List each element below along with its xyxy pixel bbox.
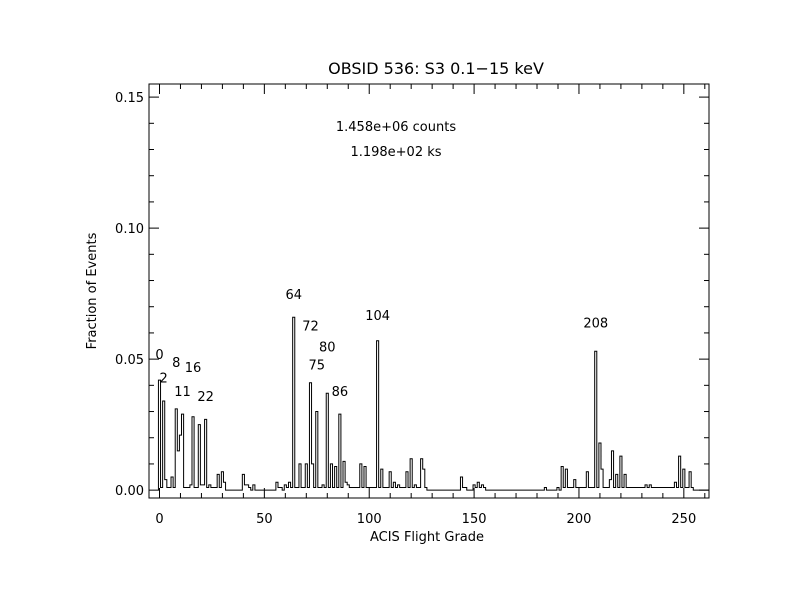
counts-text: 1.458e+06 counts — [336, 120, 456, 135]
info-text-group: 1.458e+06 counts 1.198e+02 ks — [336, 120, 456, 160]
grade-label-8: 8 — [172, 356, 180, 371]
grade-label-75: 75 — [309, 359, 326, 374]
x-tick-label: 150 — [462, 512, 487, 527]
x-tick-label: 50 — [256, 512, 273, 527]
grade-label-22: 22 — [197, 390, 214, 405]
plot-frame — [148, 83, 710, 499]
y-tick-label: 0.05 — [115, 353, 144, 368]
chart-title: OBSID 536: S3 0.1−15 keV — [328, 59, 544, 78]
histogram-line — [157, 316, 709, 491]
grade-label-64: 64 — [285, 288, 302, 303]
grade-label-16: 16 — [185, 361, 202, 376]
x-axis-label: ACIS Flight Grade — [370, 530, 484, 545]
grade-label-104: 104 — [365, 309, 390, 324]
grade-label-86: 86 — [332, 385, 349, 400]
grade-label-72: 72 — [302, 319, 319, 334]
x-tick-label: 250 — [671, 512, 696, 527]
x-tick-label: 100 — [357, 512, 382, 527]
grade-labels: 0 28 11 16 22 64 72 75 80 86 104 208 — [155, 288, 608, 405]
grade-label-2: 2 — [160, 372, 168, 387]
x-tick-label: 0 — [155, 512, 163, 527]
y-tick-label: 0.00 — [115, 484, 144, 499]
grade-label-208: 208 — [583, 317, 608, 332]
axis-tick-labels: 0 50 100 150 200 250 0.00 0.05 0.10 0.15 — [115, 91, 696, 527]
grade-label-11: 11 — [174, 385, 191, 400]
grade-label-80: 80 — [319, 340, 336, 355]
axis-ticks — [149, 84, 709, 498]
grade-label-0: 0 — [155, 348, 163, 363]
x-tick-label: 200 — [567, 512, 592, 527]
y-tick-label: 0.10 — [115, 222, 144, 237]
y-tick-label: 0.15 — [115, 91, 144, 106]
y-axis-label: Fraction of Events — [85, 232, 100, 349]
exposure-text: 1.198e+02 ks — [350, 145, 441, 160]
